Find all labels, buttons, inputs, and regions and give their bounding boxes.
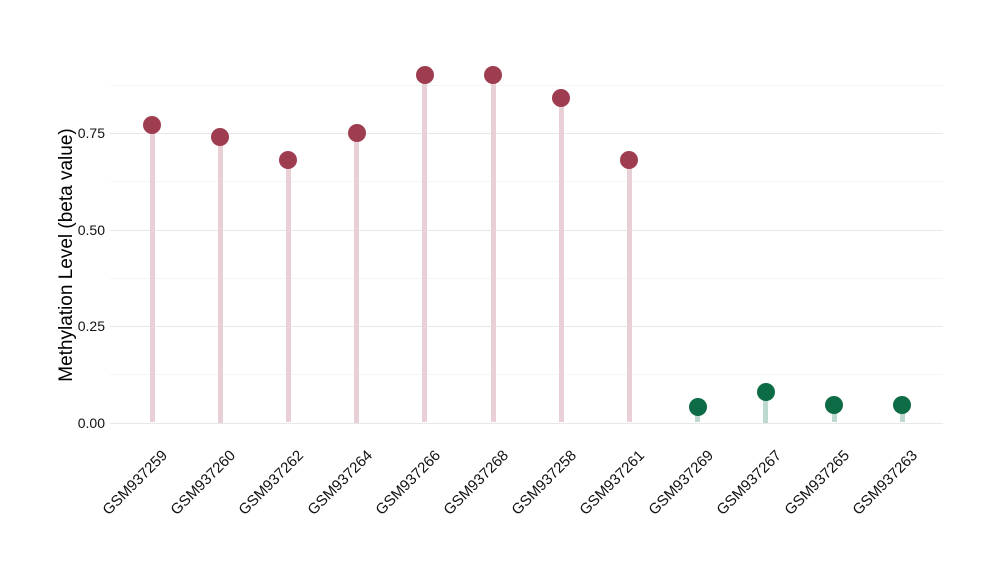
- major-gridline: [110, 133, 943, 134]
- data-point: [211, 128, 229, 146]
- major-gridline: [110, 230, 943, 231]
- lollipop-stem: [422, 75, 427, 422]
- data-point: [484, 66, 502, 84]
- lollipop-stem: [627, 160, 632, 422]
- lollipop-stem: [354, 133, 359, 423]
- major-gridline: [110, 326, 943, 327]
- y-tick-label: 0.00: [77, 415, 105, 431]
- data-point: [825, 396, 843, 414]
- data-point: [143, 116, 161, 134]
- major-gridline: [110, 423, 943, 424]
- lollipop-stem: [286, 160, 291, 422]
- lollipop-stem: [763, 392, 768, 423]
- lollipop-stem: [218, 137, 223, 423]
- y-tick-label: 0.50: [77, 222, 105, 238]
- lollipop-stem: [491, 75, 496, 422]
- lollipop-stem: [559, 98, 564, 422]
- data-point: [416, 66, 434, 84]
- y-tick-label: 0.25: [77, 318, 105, 334]
- minor-gridline: [110, 85, 943, 86]
- minor-gridline: [110, 278, 943, 279]
- lollipop-stem: [150, 125, 155, 422]
- data-point: [552, 89, 570, 107]
- y-tick-label: 0.75: [77, 125, 105, 141]
- y-axis-title: Methylation Level (beta value): [56, 128, 77, 382]
- data-point: [620, 151, 638, 169]
- data-point: [893, 396, 911, 414]
- data-point: [757, 383, 775, 401]
- data-point: [279, 151, 297, 169]
- data-point: [348, 124, 366, 142]
- minor-gridline: [110, 374, 943, 375]
- minor-gridline: [110, 181, 943, 182]
- data-point: [689, 398, 707, 416]
